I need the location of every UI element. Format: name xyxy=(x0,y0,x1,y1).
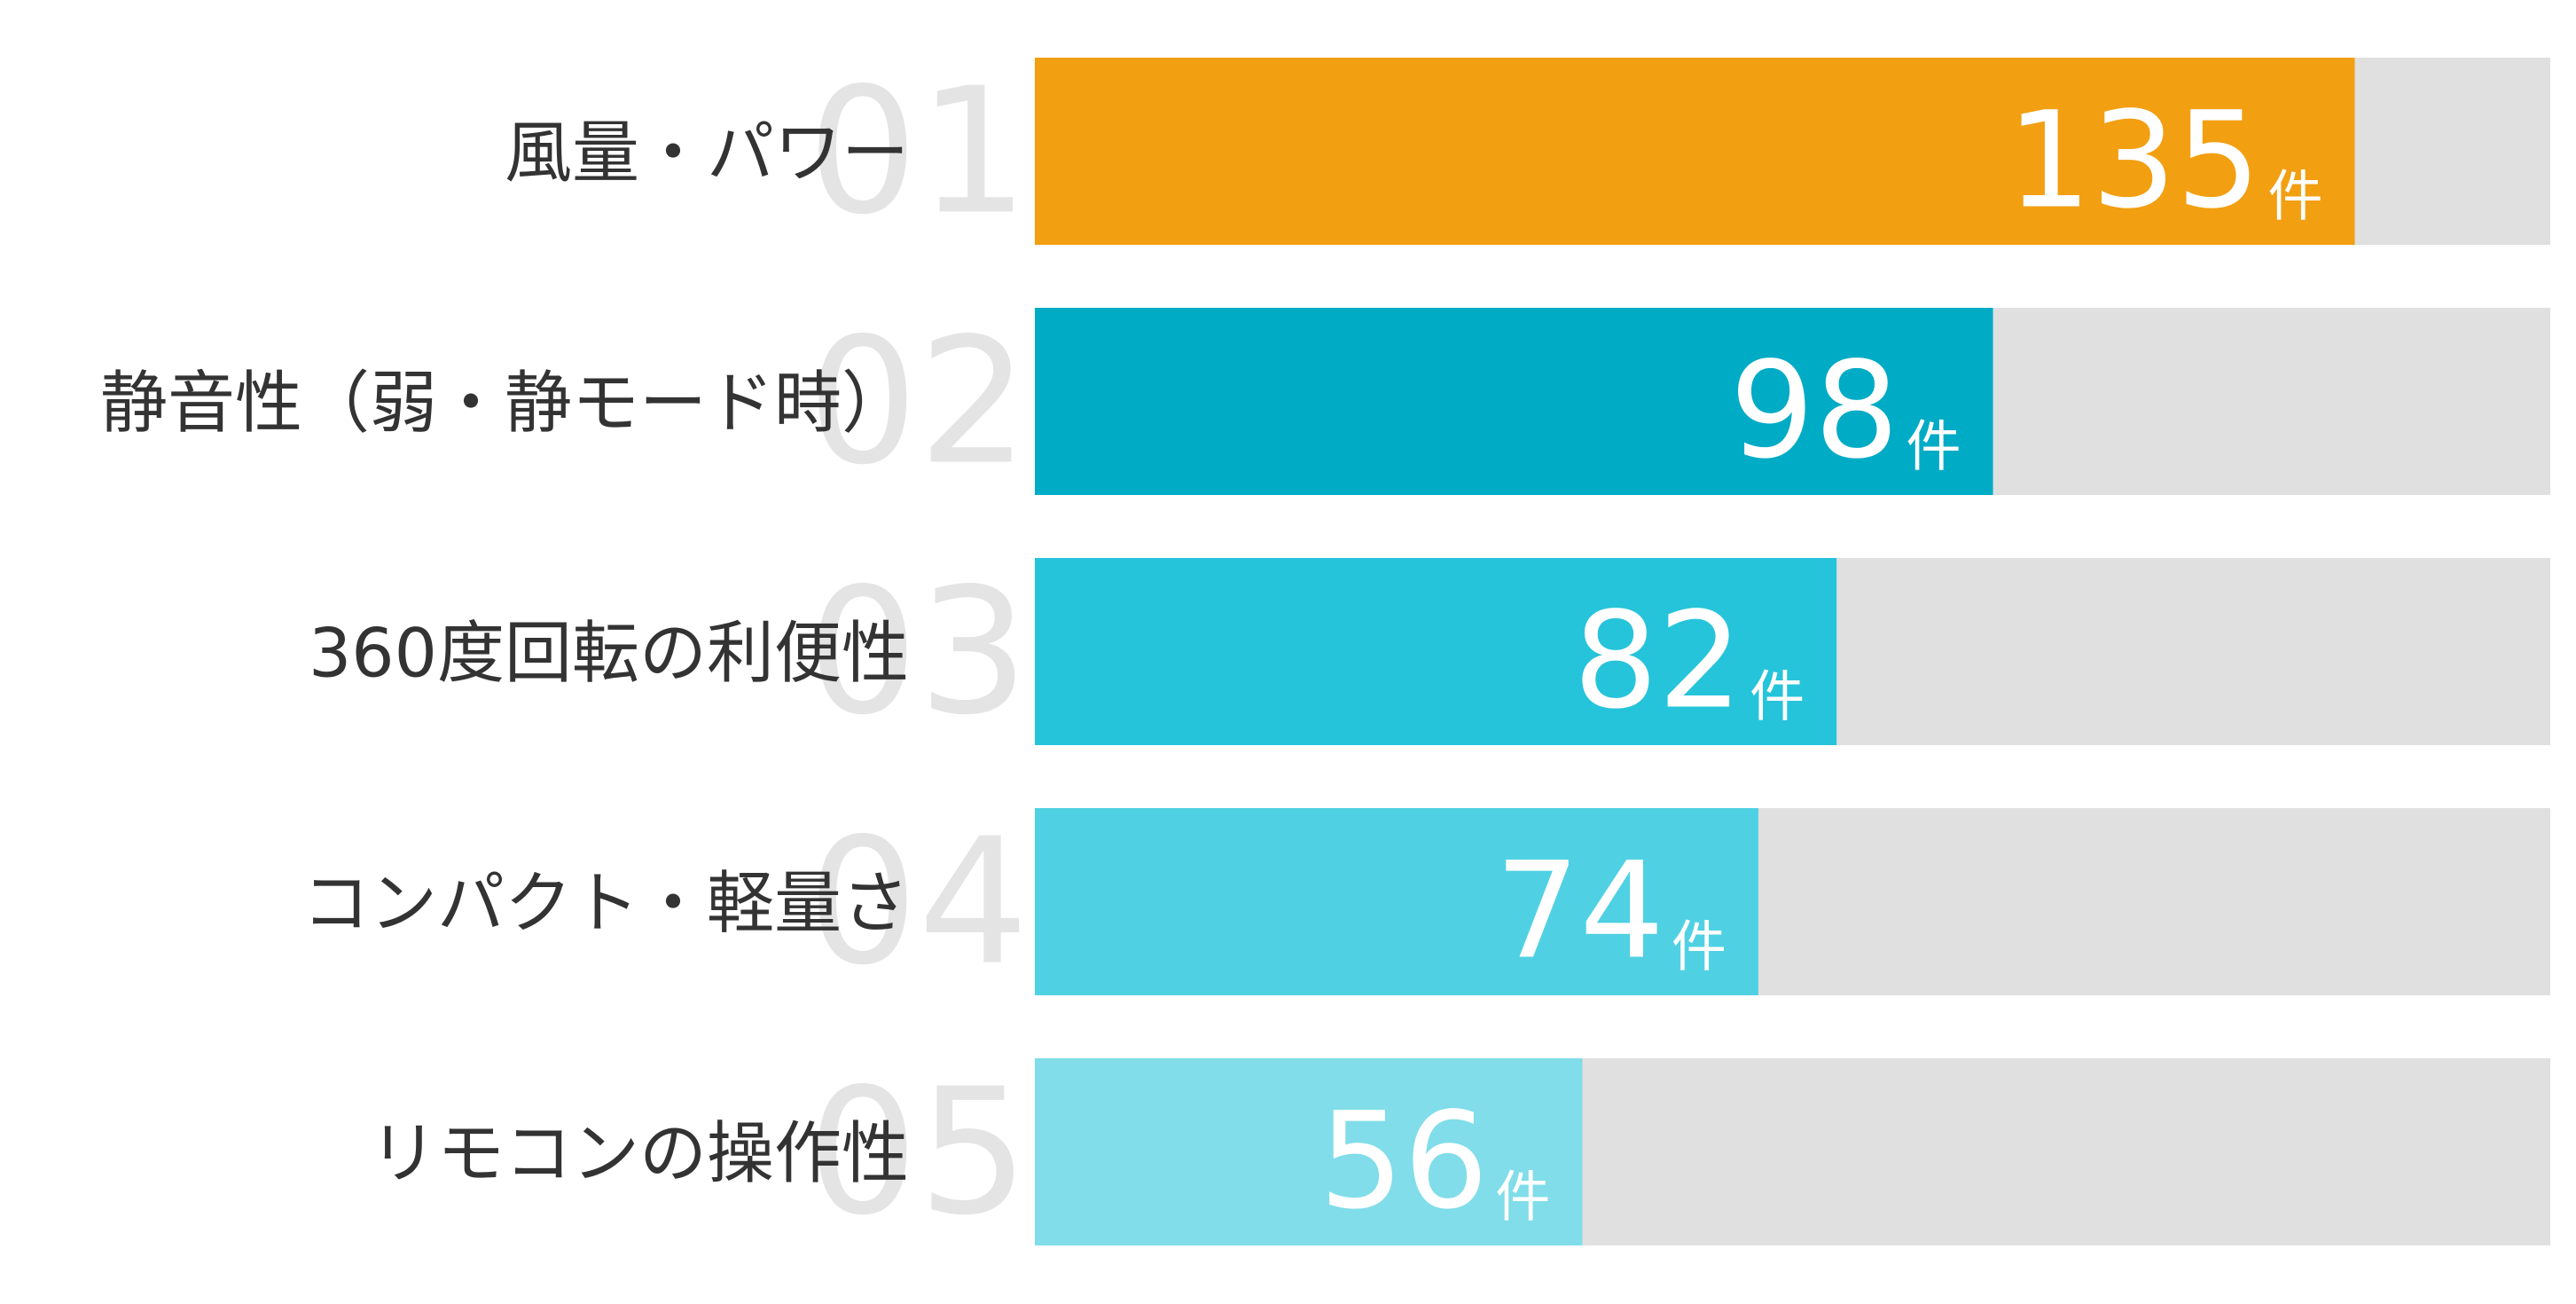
value-label: 56 xyxy=(1319,1085,1489,1239)
category-label: リモコンの操作性 xyxy=(370,1114,909,1193)
value-unit: 件 xyxy=(1750,664,1805,729)
value-label: 74 xyxy=(1495,835,1664,989)
value-label: 98 xyxy=(1730,334,1899,489)
rank-number: 02 xyxy=(808,302,1029,504)
rank-number: 03 xyxy=(808,552,1029,754)
category-label: 静音性（弱・静モード時） xyxy=(100,364,909,443)
bar xyxy=(1035,808,1758,995)
value-unit: 件 xyxy=(1495,1165,1550,1229)
bar xyxy=(1035,58,2355,245)
value-unit: 件 xyxy=(1907,414,1961,479)
value-label: 82 xyxy=(1573,585,1742,739)
rank-number: 04 xyxy=(808,802,1029,1004)
category-label: コンパクト・軽量さ xyxy=(302,864,909,943)
value-unit: 件 xyxy=(2267,164,2322,229)
rank-number: 05 xyxy=(808,1052,1029,1254)
bar xyxy=(1035,558,1837,745)
value-label: 135 xyxy=(2007,84,2260,239)
bar xyxy=(1035,308,1993,495)
rank-number: 01 xyxy=(808,51,1029,254)
value-unit: 件 xyxy=(1672,915,1726,979)
category-label: 風量・パワー xyxy=(505,114,909,192)
category-label: 360度回転の利便性 xyxy=(309,614,909,693)
bar xyxy=(1035,1058,1583,1245)
